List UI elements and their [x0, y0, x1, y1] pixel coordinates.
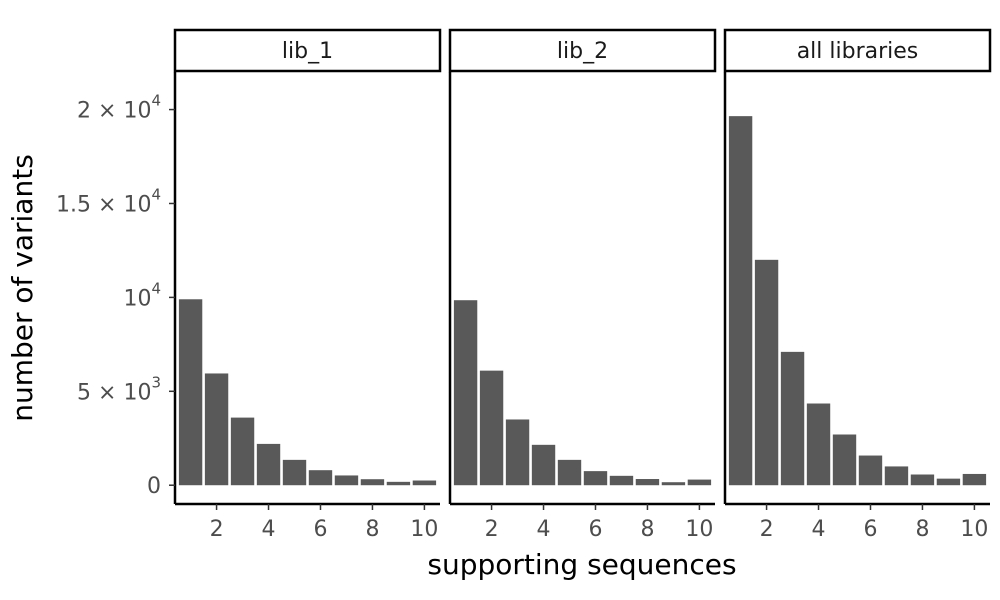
- bar: [910, 474, 935, 486]
- y-tick-mantissa: 10: [123, 286, 151, 311]
- x-axis-title: supporting sequences: [427, 548, 736, 581]
- x-tick-label: 8: [915, 517, 929, 542]
- bar: [832, 434, 857, 486]
- x-tick-label: 2: [210, 517, 224, 542]
- bar: [754, 259, 779, 486]
- y-tick-label: 0: [147, 474, 161, 499]
- bar: [505, 419, 530, 486]
- x-tick-label: 2: [760, 517, 774, 542]
- facet-strip: [448, 28, 717, 73]
- bar: [806, 403, 831, 486]
- x-tick-label: 2: [485, 517, 499, 542]
- y-tick-mantissa: 0: [147, 474, 161, 499]
- bar: [583, 471, 608, 486]
- bar: [256, 443, 281, 486]
- y-tick-label: 1.5 × 104: [56, 185, 161, 217]
- bar: [728, 116, 753, 486]
- bar: [609, 475, 634, 486]
- bar: [386, 481, 411, 486]
- y-axis-title: number of variants: [6, 154, 39, 422]
- facet-label: lib_2: [557, 39, 608, 64]
- x-tick-label: 4: [537, 517, 551, 542]
- panel-1: lib_2 2 4 6 8 10: [448, 28, 717, 542]
- panels-layer: lib_1 2 4 6 8 10 lib_2 2 4 6 8 10 all libraries 2 4 6 8 1…: [173, 28, 992, 542]
- x-tick-label: 10: [410, 517, 438, 542]
- panel-0: lib_1 2 4 6 8 10: [173, 28, 442, 542]
- y-tick-exponent: 4: [151, 185, 161, 203]
- bar: [780, 351, 805, 486]
- bar: [334, 475, 359, 486]
- y-tick-exponent: 3: [151, 373, 161, 391]
- panel-2: all libraries 2 4 6 8 10: [723, 28, 992, 542]
- x-tick-label: 10: [685, 517, 713, 542]
- x-tick-label: 8: [365, 517, 379, 542]
- x-tick-label: 6: [588, 517, 602, 542]
- bar: [962, 473, 987, 486]
- facet-strip: [723, 28, 992, 73]
- y-tick-mantissa: 1.5 × 10: [56, 192, 151, 217]
- bar: [360, 479, 385, 486]
- bar: [178, 299, 203, 486]
- y-tick-label: 104: [123, 279, 161, 311]
- y-tick-mantissa: 5 × 10: [77, 380, 151, 405]
- x-tick-label: 6: [313, 517, 327, 542]
- bar: [936, 478, 961, 486]
- facet-label: lib_1: [282, 39, 333, 64]
- bar: [635, 479, 660, 486]
- bar: [884, 466, 909, 486]
- bar: [453, 300, 478, 486]
- y-tick-exponent: 4: [151, 92, 161, 110]
- y-tick-label: 5 × 103: [77, 373, 161, 405]
- facet-strip: [173, 28, 442, 73]
- facet-label: all libraries: [797, 39, 919, 64]
- x-tick-label: 4: [262, 517, 276, 542]
- x-tick-label: 6: [863, 517, 877, 542]
- bar: [531, 444, 556, 486]
- bar: [661, 482, 686, 486]
- bar: [858, 455, 883, 486]
- bar: [412, 480, 437, 486]
- x-tick-label: 4: [812, 517, 826, 542]
- bar: [557, 459, 582, 486]
- bar: [308, 470, 333, 486]
- bar: [204, 373, 229, 486]
- bar: [687, 479, 712, 486]
- bar: [479, 370, 504, 486]
- bar: [230, 417, 255, 486]
- x-tick-label: 8: [640, 517, 654, 542]
- x-tick-label: 10: [960, 517, 988, 542]
- y-tick-exponent: 4: [151, 279, 161, 297]
- y-tick-label: 2 × 104: [77, 92, 161, 124]
- y-tick-mantissa: 2 × 10: [77, 99, 151, 124]
- bar: [282, 459, 307, 486]
